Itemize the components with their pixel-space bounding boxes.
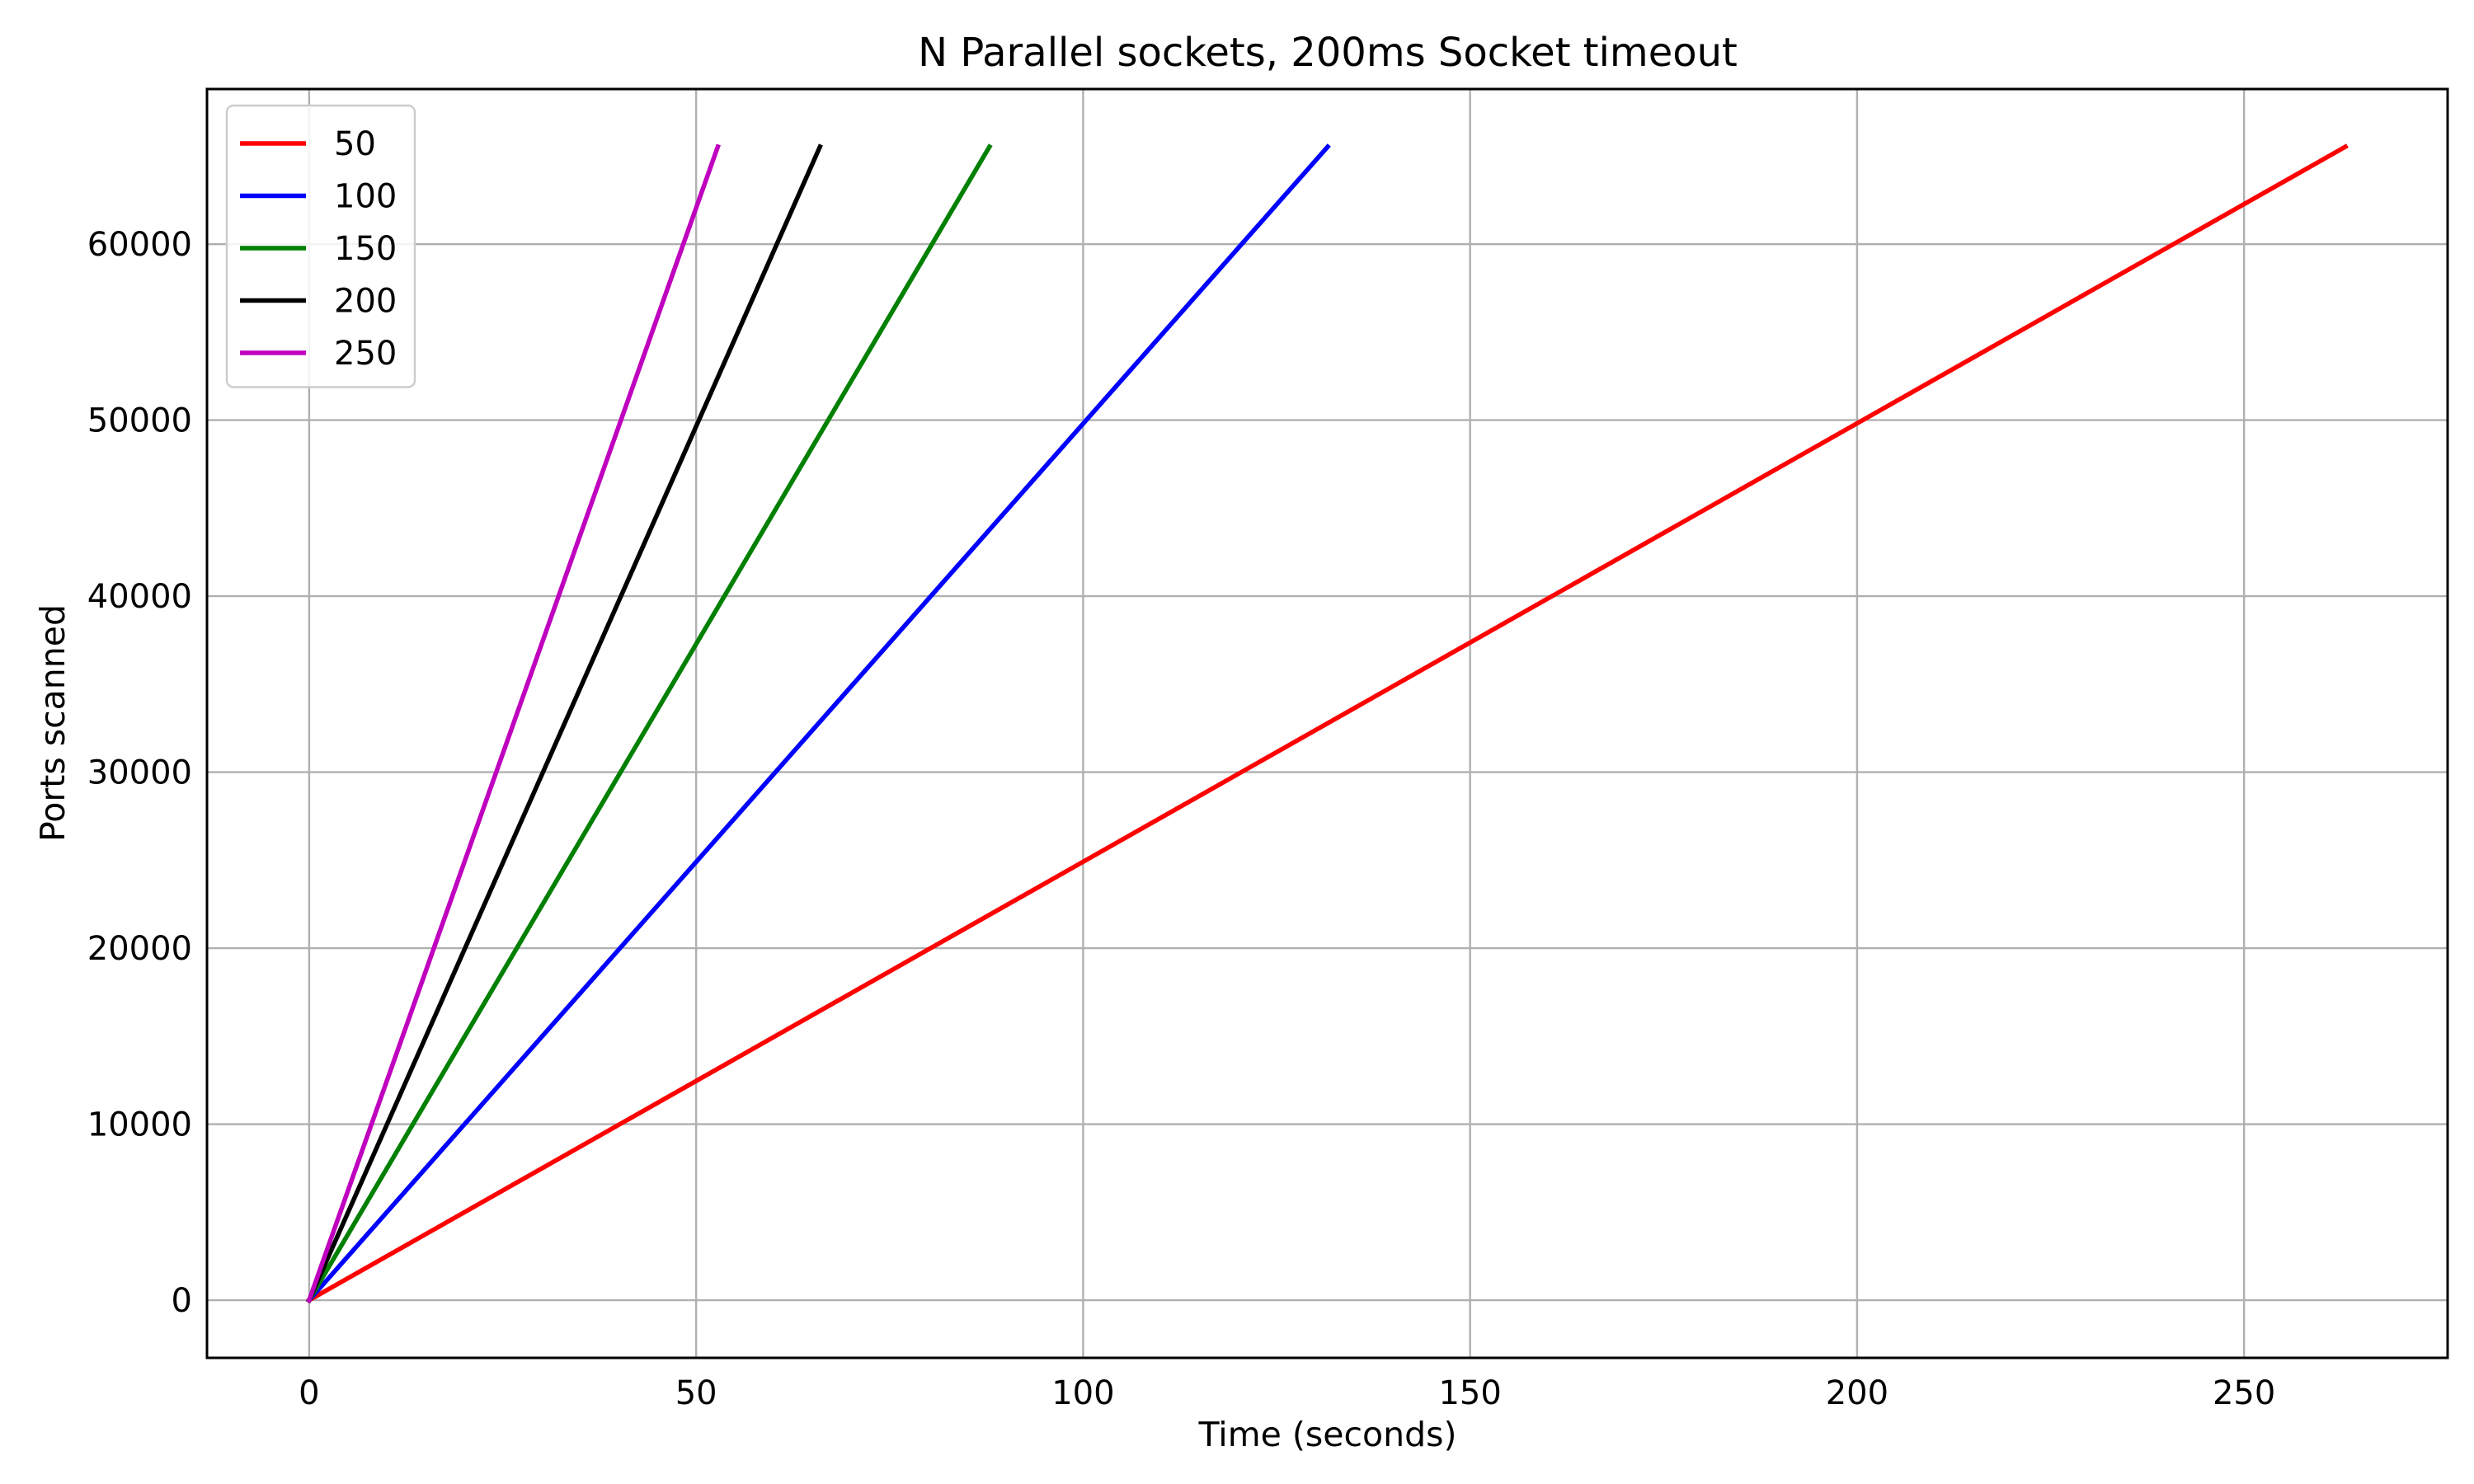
series-line-250 [306,143,721,1303]
y-axis-label: Ports scanned [33,604,73,842]
x-tick-label: 50 [675,1374,717,1412]
x-axis: 0 50 100 150 200 250 [299,1374,2275,1412]
grid [207,89,2448,1358]
legend-label-50: 50 [334,125,376,163]
series-line-100 [306,143,1331,1303]
x-tick-label: 200 [1826,1374,1888,1412]
y-tick-label: 20000 [87,930,192,968]
y-axis: 0 10000 20000 30000 40000 50000 60000 [87,226,192,1320]
series-group [306,143,2349,1303]
y-tick-label: 0 [172,1282,192,1320]
series-line-200 [306,143,823,1303]
legend: 50 100 150 200 250 [225,104,416,388]
legend-label-100: 100 [334,178,397,216]
plot-frame [205,87,2449,1360]
x-tick-label: 250 [2213,1374,2275,1412]
y-tick-label: 40000 [87,578,192,616]
series-line-50 [306,143,2349,1303]
y-tick-label: 30000 [87,754,192,792]
legend-box [225,104,416,388]
y-tick-label: 10000 [87,1106,192,1144]
x-axis-label: Time (seconds) [1198,1415,1457,1454]
legend-label-200: 200 [334,283,397,321]
x-tick-label: 100 [1051,1374,1114,1412]
series-line-150 [306,143,993,1303]
y-tick-label: 50000 [87,402,192,440]
legend-label-150: 150 [334,230,397,268]
x-tick-label: 150 [1438,1374,1501,1412]
x-tick-label: 0 [299,1374,319,1412]
y-tick-label: 60000 [87,226,192,264]
chart-title: N Parallel sockets, 200ms Socket timeout [918,30,1738,76]
legend-label-250: 250 [334,335,397,373]
